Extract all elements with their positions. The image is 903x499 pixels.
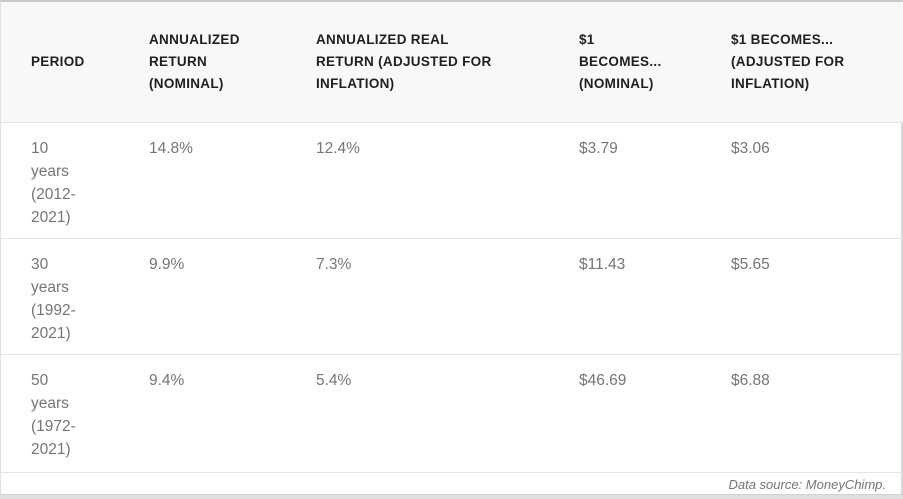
table-row-10-years: 10 years (2012- 2021) 14.8% 12.4% $3.79 …	[1, 122, 903, 239]
bottom-bar	[0, 493, 903, 499]
source-row: Data source: MoneyChimp.	[1, 473, 901, 494]
cell-annualized-return-nominal: 9.4%	[134, 354, 301, 473]
cell-dollar-becomes-nominal: $46.69	[564, 354, 716, 473]
cell-dollar-becomes-inflation: $5.65	[716, 238, 903, 355]
cell-dollar-becomes-nominal: $11.43	[564, 238, 716, 355]
cell-period: 10 years (2012- 2021)	[1, 122, 134, 239]
header-cell-dollar-becomes-inflation: $1 BECOMES... (ADJUSTED FOR INFLATION)	[716, 2, 903, 123]
header-cell-annualized-return-nominal: ANNUALIZED RETURN (NOMINAL)	[134, 2, 301, 123]
cell-dollar-becomes-nominal: $3.79	[564, 122, 716, 239]
table-row-50-years: 50 years (1972- 2021) 9.4% 5.4% $46.69 $…	[1, 354, 903, 473]
data-source-note: Data source: MoneyChimp.	[728, 476, 886, 492]
cell-annualized-real-return: 7.3%	[301, 238, 564, 355]
cell-period: 30 years (1992- 2021)	[1, 238, 134, 355]
header-cell-dollar-becomes-nominal: $1 BECOMES... (NOMINAL)	[564, 2, 716, 123]
cell-annualized-return-nominal: 14.8%	[134, 122, 301, 239]
cell-dollar-becomes-inflation: $6.88	[716, 354, 903, 473]
header-cell-period: PERIOD	[1, 2, 134, 123]
table-row-30-years: 30 years (1992- 2021) 9.9% 7.3% $11.43 $…	[1, 238, 903, 355]
returns-table: PERIOD ANNUALIZED RETURN (NOMINAL) ANNUA…	[1, 2, 903, 473]
cell-annualized-real-return: 5.4%	[301, 354, 564, 473]
cell-dollar-becomes-inflation: $3.06	[716, 122, 903, 239]
table-header-row: PERIOD ANNUALIZED RETURN (NOMINAL) ANNUA…	[1, 2, 903, 123]
cell-annualized-return-nominal: 9.9%	[134, 238, 301, 355]
header-cell-annualized-real-return: ANNUALIZED REAL RETURN (ADJUSTED FOR INF…	[301, 2, 564, 123]
cell-annualized-real-return: 12.4%	[301, 122, 564, 239]
cell-period: 50 years (1972- 2021)	[1, 354, 134, 473]
